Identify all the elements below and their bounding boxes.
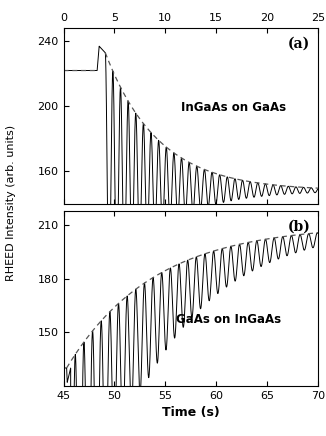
Text: RHEED Intensity (arb. units): RHEED Intensity (arb. units) — [7, 125, 16, 281]
X-axis label: Time (s): Time (s) — [162, 406, 220, 419]
Text: GaAs on InGaAs: GaAs on InGaAs — [176, 313, 281, 326]
Text: InGaAs on GaAs: InGaAs on GaAs — [181, 101, 287, 114]
Text: (b): (b) — [287, 219, 310, 233]
Text: (a): (a) — [288, 37, 310, 51]
